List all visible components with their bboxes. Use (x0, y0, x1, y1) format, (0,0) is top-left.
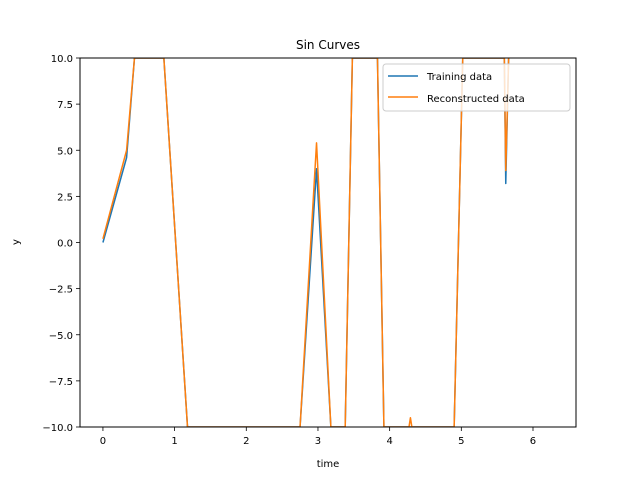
y-tick-label: −10.0 (42, 423, 73, 434)
y-tick-label: 7.5 (57, 100, 73, 111)
y-axis-label: y (11, 239, 22, 245)
series-line-reconstructed (102, 58, 510, 427)
legend: Training data Reconstructed data (382, 63, 571, 112)
series-layer (102, 58, 510, 427)
y-tick-label: −5.0 (49, 331, 73, 342)
y-tick-label: −7.5 (49, 377, 73, 388)
y-tick-label: 2.5 (57, 192, 73, 203)
x-tick-label: 2 (243, 436, 249, 447)
x-tick-label: 0 (100, 436, 106, 447)
legend-label-training: Training data (426, 72, 492, 83)
x-tick-label: 1 (171, 436, 177, 447)
x-axis-ticks: 0 1 2 3 4 5 6 (100, 427, 536, 447)
legend-box (382, 63, 571, 112)
y-tick-label: 10.0 (51, 54, 73, 65)
y-tick-label: 5.0 (57, 146, 73, 157)
y-axis-ticks: −10.0 −7.5 −5.0 −2.5 0.0 2.5 5.0 7.5 10.0 (42, 54, 80, 434)
x-tick-label: 4 (386, 436, 392, 447)
x-axis-label: time (317, 459, 340, 470)
x-tick-label: 6 (530, 436, 536, 447)
x-tick-label: 3 (315, 436, 321, 447)
y-tick-label: 0.0 (57, 239, 73, 250)
y-tick-label: −2.5 (49, 285, 73, 296)
legend-label-reconstructed: Reconstructed data (427, 94, 525, 105)
chart-title: Sin Curves (296, 38, 360, 52)
x-tick-label: 5 (458, 436, 464, 447)
